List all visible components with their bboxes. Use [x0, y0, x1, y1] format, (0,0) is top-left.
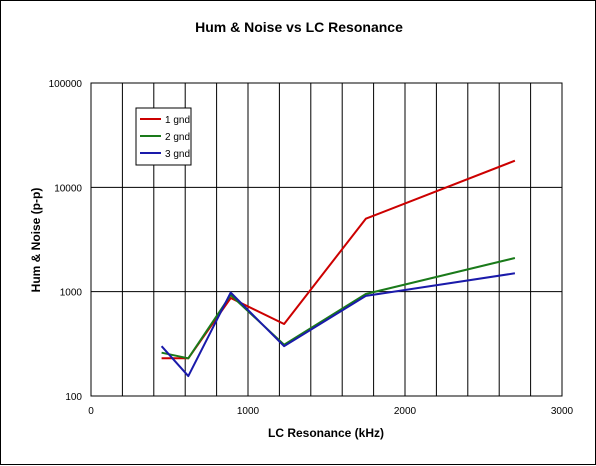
x-tick-label: 3000 [551, 406, 574, 417]
y-tick-label: 100 [65, 392, 82, 403]
x-tick-label: 0 [88, 406, 94, 417]
grid [91, 83, 562, 396]
series-lines [160, 159, 516, 378]
y-tick-label: 10000 [54, 183, 82, 194]
x-tick-label: 1000 [237, 406, 260, 417]
y-tick-label: 1000 [60, 288, 83, 299]
chart-title: Hum & Noise vs LC Resonance [195, 19, 403, 35]
x-tick-label: 2000 [394, 406, 417, 417]
legend-label: 3 gnd [165, 149, 190, 160]
series-line [160, 272, 516, 378]
x-axis-label: LC Resonance (kHz) [268, 426, 384, 440]
legend-label: 2 gnd [165, 132, 190, 143]
y-tick-label: 100000 [49, 79, 83, 90]
legend: 1 gnd 2 gnd 3 gnd [135, 107, 192, 166]
y-axis-label: Hum & Noise (p-p) [29, 188, 43, 293]
tick-labels: 0 1000 2000 3000 100 1000 10000 100000 [49, 79, 574, 417]
legend-label: 1 gnd [165, 115, 190, 126]
